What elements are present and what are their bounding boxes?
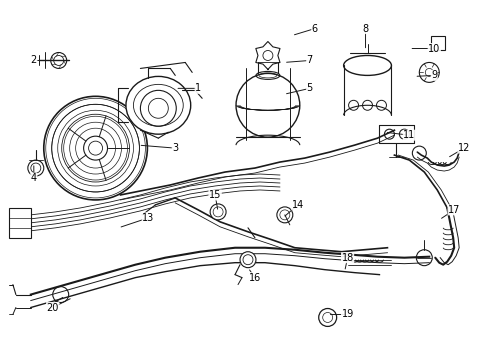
Text: 19: 19 [341, 310, 353, 319]
Bar [430, 36, 444, 50]
Text: 18: 18 [341, 253, 353, 263]
Text: 5: 5 [306, 84, 312, 93]
Text: 15: 15 [208, 190, 221, 200]
Text: 17: 17 [447, 205, 459, 215]
Text: 3: 3 [172, 143, 178, 153]
Ellipse shape [343, 55, 390, 75]
Text: 4: 4 [31, 173, 37, 183]
Bar [9, 208, 31, 238]
Text: 2: 2 [31, 55, 37, 66]
Text: 8: 8 [362, 24, 368, 33]
Circle shape [236, 73, 299, 137]
Ellipse shape [126, 76, 190, 134]
Text: 1: 1 [195, 84, 201, 93]
Text: 12: 12 [457, 143, 469, 153]
Text: 6: 6 [311, 24, 317, 33]
Text: 7: 7 [306, 55, 312, 66]
Text: 11: 11 [403, 130, 415, 140]
Circle shape [210, 204, 225, 220]
Text: 9: 9 [430, 71, 436, 80]
Circle shape [419, 62, 438, 82]
Circle shape [318, 309, 336, 327]
Circle shape [240, 252, 255, 268]
Text: 16: 16 [248, 273, 261, 283]
Circle shape [276, 207, 292, 223]
Text: 10: 10 [427, 44, 440, 54]
Text: 13: 13 [142, 213, 154, 223]
Text: 20: 20 [46, 302, 59, 312]
Text: 14: 14 [291, 200, 304, 210]
